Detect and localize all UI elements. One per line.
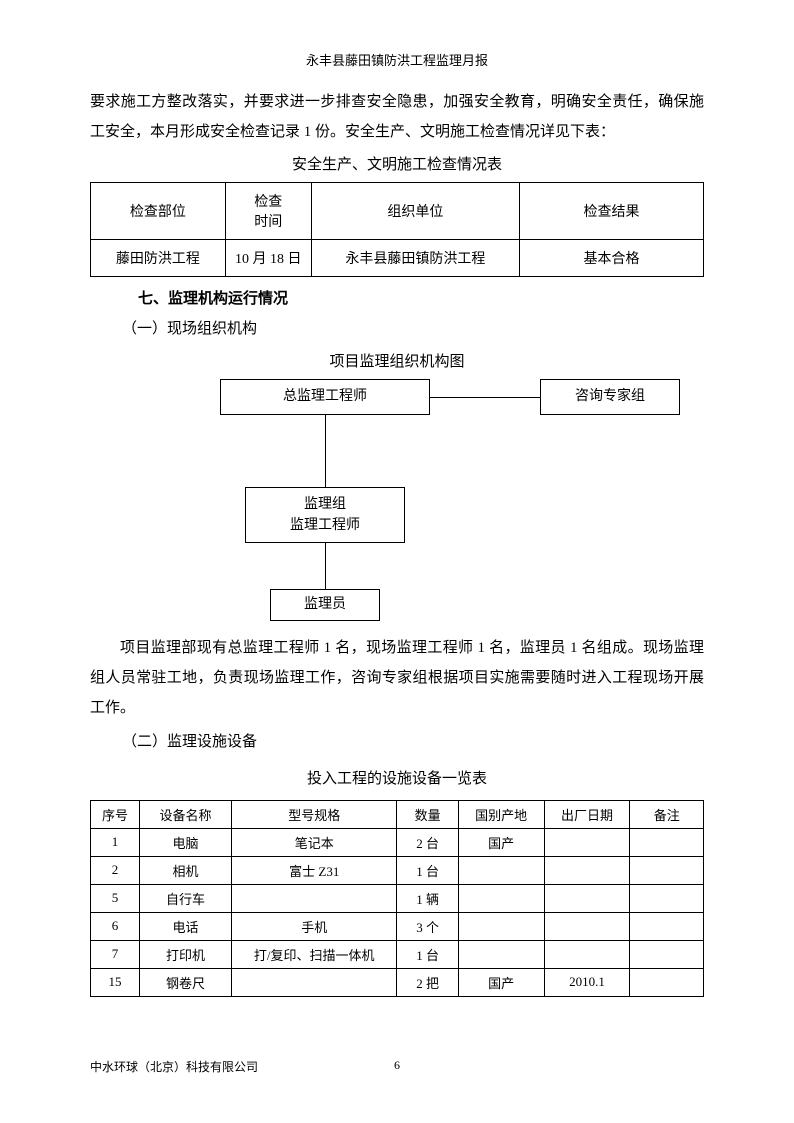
col-header: 检查 时间 [225, 183, 311, 240]
table-row: 7打印机打/复印、扫描一体机1 台 [91, 940, 704, 968]
section-7-heading: 七、监理机构运行情况 [138, 285, 704, 314]
cell [231, 968, 397, 996]
cell: 富士 Z31 [231, 856, 397, 884]
cell: 6 [91, 912, 140, 940]
cell: 3 个 [397, 912, 458, 940]
inspection-table-title: 安全生产、文明施工检查情况表 [90, 153, 704, 174]
org-node-label: 监理员 [304, 594, 346, 615]
cell: 7 [91, 940, 140, 968]
cell [630, 828, 704, 856]
org-paragraph: 项目监理部现有总监理工程师 1 名，现场监理工程师 1 名，监理员 1 名组成。… [90, 633, 704, 723]
cell [630, 856, 704, 884]
org-chart: 总监理工程师 咨询专家组 监理组 监理工程师 监理员 [90, 379, 704, 629]
org-connector [325, 543, 326, 589]
cell [630, 940, 704, 968]
cell: 10 月 18 日 [225, 240, 311, 277]
col-header: 型号规格 [231, 800, 397, 828]
cell [544, 884, 630, 912]
cell: 1 台 [397, 940, 458, 968]
cell: 基本合格 [520, 240, 704, 277]
cell [544, 856, 630, 884]
table-row: 序号设备名称型号规格数量国别产地出厂日期备注 [91, 800, 704, 828]
table-row: 藤田防洪工程 10 月 18 日 永丰县藤田镇防洪工程 基本合格 [91, 240, 704, 277]
intro-paragraph: 要求施工方整改落实，并要求进一步排查安全隐患，加强安全教育，明确安全责任，确保施… [90, 87, 704, 147]
cell [458, 884, 544, 912]
cell: 相机 [140, 856, 232, 884]
subsection-1: （一）现场组织机构 [122, 314, 704, 344]
cell [231, 884, 397, 912]
cell [630, 884, 704, 912]
cell [630, 968, 704, 996]
org-connector [325, 415, 326, 487]
org-node-expert: 咨询专家组 [540, 379, 680, 415]
cell: 藤田防洪工程 [91, 240, 226, 277]
cell: 1 [91, 828, 140, 856]
col-header: 检查结果 [520, 183, 704, 240]
cell [458, 912, 544, 940]
cell: 1 台 [397, 856, 458, 884]
org-node-group: 监理组 监理工程师 [245, 487, 405, 543]
cell [544, 940, 630, 968]
col-header: 序号 [91, 800, 140, 828]
col-header: 备注 [630, 800, 704, 828]
org-node-label: 监理工程师 [290, 515, 360, 536]
cell: 打印机 [140, 940, 232, 968]
footer-page-number: 6 [394, 1058, 400, 1073]
cell: 2 把 [397, 968, 458, 996]
page-header: 永丰县藤田镇防洪工程监理月报 [90, 50, 704, 69]
col-header: 出厂日期 [544, 800, 630, 828]
col-header: 设备名称 [140, 800, 232, 828]
cell: 2 [91, 856, 140, 884]
cell: 电话 [140, 912, 232, 940]
cell [630, 912, 704, 940]
cell: 钢卷尺 [140, 968, 232, 996]
cell [458, 940, 544, 968]
col-header: 国别产地 [458, 800, 544, 828]
cell: 手机 [231, 912, 397, 940]
cell [544, 828, 630, 856]
cell [544, 912, 630, 940]
table-row: 6电话手机3 个 [91, 912, 704, 940]
table-row: 检查部位 检查 时间 组织单位 检查结果 [91, 183, 704, 240]
org-node-label: 监理组 [304, 494, 346, 515]
cell: 5 [91, 884, 140, 912]
page-footer: 中水环球（北京）科技有限公司 6 [90, 1058, 704, 1075]
col-header: 数量 [397, 800, 458, 828]
cell: 自行车 [140, 884, 232, 912]
col-header: 组织单位 [311, 183, 519, 240]
cell: 笔记本 [231, 828, 397, 856]
footer-company: 中水环球（北京）科技有限公司 [90, 1058, 258, 1075]
cell: 国产 [458, 968, 544, 996]
cell: 2010.1 [544, 968, 630, 996]
cell: 2 台 [397, 828, 458, 856]
cell: 电脑 [140, 828, 232, 856]
table-row: 2相机富士 Z311 台 [91, 856, 704, 884]
equipment-table: 序号设备名称型号规格数量国别产地出厂日期备注 1电脑笔记本2 台国产2相机富士 … [90, 800, 704, 997]
cell: 国产 [458, 828, 544, 856]
cell [458, 856, 544, 884]
cell: 永丰县藤田镇防洪工程 [311, 240, 519, 277]
cell: 1 辆 [397, 884, 458, 912]
org-node-staff: 监理员 [270, 589, 380, 621]
table-row: 15钢卷尺 2 把国产2010.1 [91, 968, 704, 996]
table-row: 5自行车 1 辆 [91, 884, 704, 912]
org-node-label: 总监理工程师 [283, 386, 367, 407]
org-node-chief: 总监理工程师 [220, 379, 430, 415]
cell: 15 [91, 968, 140, 996]
subsection-2: （二）监理设施设备 [122, 727, 704, 757]
col-header: 检查部位 [91, 183, 226, 240]
org-connector [430, 397, 540, 398]
equipment-table-title: 投入工程的设施设备一览表 [90, 767, 704, 788]
inspection-table: 检查部位 检查 时间 组织单位 检查结果 藤田防洪工程 10 月 18 日 永丰… [90, 182, 704, 277]
cell: 打/复印、扫描一体机 [231, 940, 397, 968]
org-chart-title: 项目监理组织机构图 [90, 350, 704, 371]
org-node-label: 咨询专家组 [575, 386, 645, 407]
table-row: 1电脑笔记本2 台国产 [91, 828, 704, 856]
